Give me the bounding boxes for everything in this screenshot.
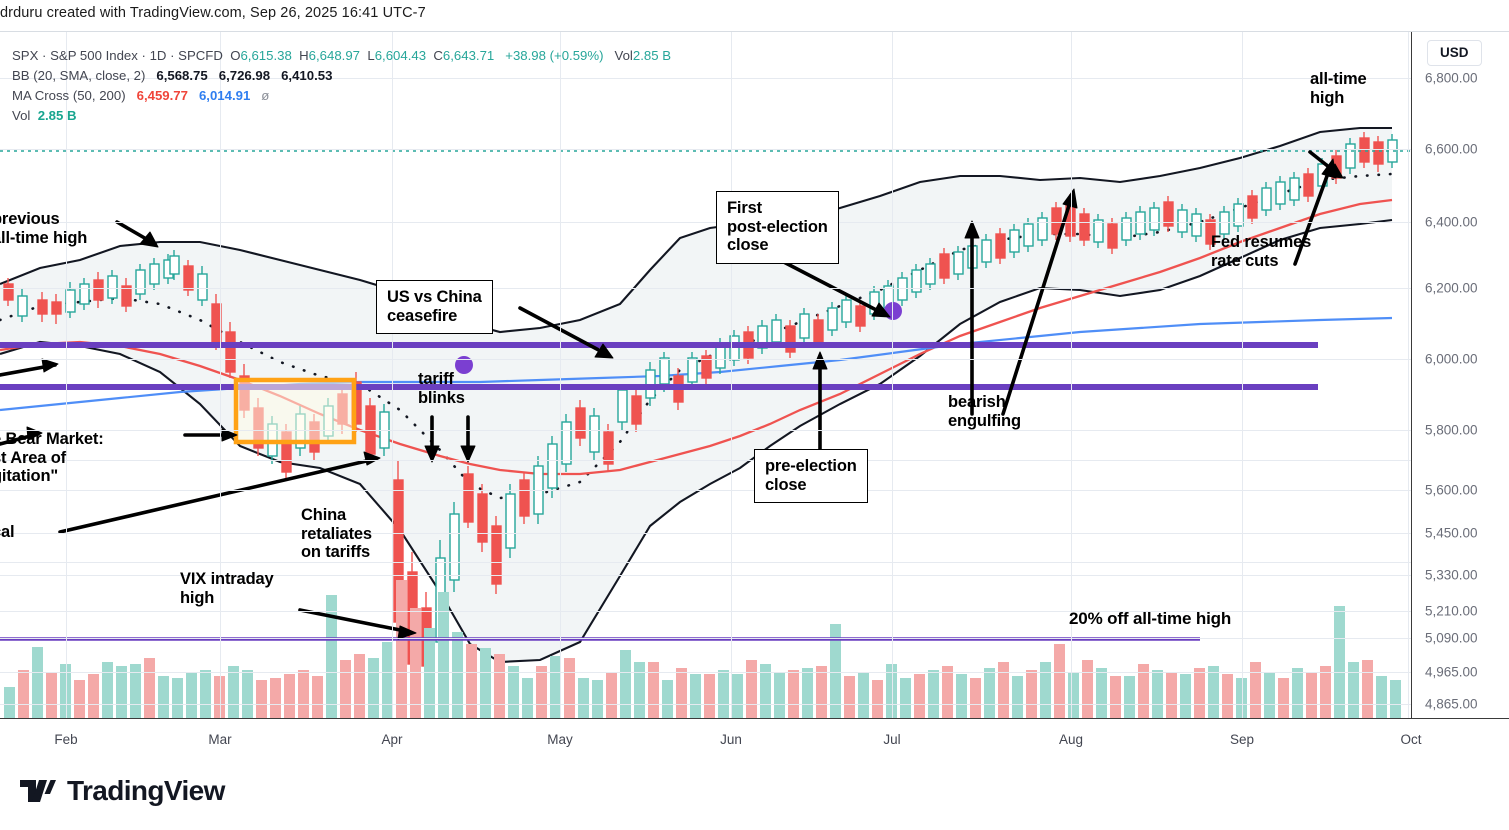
annotation-china-retaliates-on-tariffs: China retaliates on tariffs xyxy=(301,506,372,561)
legend-ma-fast: 6,459.77 xyxy=(136,88,188,103)
tradingview-logo-icon xyxy=(20,778,56,804)
price-tick: 5,800.00 xyxy=(1425,422,1478,438)
volume-bars xyxy=(4,580,1401,718)
time-tick: Apr xyxy=(381,732,403,747)
price-tick: 4,965.00 xyxy=(1425,664,1478,680)
legend-low-label: L xyxy=(367,48,375,63)
legend-change: +38.98 (+0.59%) xyxy=(505,48,604,63)
annotation-tariff-blinks: tariff blinks xyxy=(418,370,465,407)
tradingview-wordmark: TradingView xyxy=(67,775,225,806)
price-tick: 6,400.00 xyxy=(1425,214,1478,230)
price-tick: 5,210.00 xyxy=(1425,603,1478,619)
price-tick: 5,090.00 xyxy=(1425,630,1478,646)
time-tick: Jul xyxy=(883,732,901,747)
legend-high-label: H xyxy=(299,48,309,63)
legend-row-ma-cross[interactable]: MA Cross (50, 200) 6,459.77 6,014.91 ø xyxy=(12,86,671,106)
price-tick: 5,450.00 xyxy=(1425,525,1478,541)
price-tick: 5,600.00 xyxy=(1425,482,1478,498)
price-tick: 6,800.00 xyxy=(1425,70,1478,86)
annotation-us-vs-china-ceasefire: US vs China ceasefire xyxy=(376,280,493,334)
time-tick: Oct xyxy=(1400,732,1422,747)
bollinger-upper-band xyxy=(0,126,1392,334)
legend-ma-name: MA Cross (50, 200) xyxy=(12,88,126,103)
time-tick: Aug xyxy=(1058,732,1084,747)
price-plot-area[interactable]: previous all-time high e Bear Market: st… xyxy=(0,32,1412,718)
chart-legend: SPX · S&P 500 Index · 1D · SPCFD O6,615.… xyxy=(12,46,671,126)
annotation-bearish-engulfing: bearish engulfing xyxy=(948,393,1021,430)
price-tick: 6,000.00 xyxy=(1425,351,1478,367)
annotation-all-time-high: all-time high xyxy=(1310,70,1367,107)
price-axis[interactable]: USD 6,800.00 6,600.00 6,400.00 6,200.00 … xyxy=(1413,32,1509,718)
legend-vol-label: Vol xyxy=(614,48,633,63)
annotation-previous-all-time-high: previous all-time high xyxy=(0,210,88,247)
currency-badge[interactable]: USD xyxy=(1427,40,1482,66)
footer: TradingView xyxy=(0,759,1509,830)
bollinger-lower-band xyxy=(0,218,1393,664)
annotation-first-post-election-close: First post-election close xyxy=(716,191,839,264)
legend-close-value: 6,643.71 xyxy=(442,48,495,63)
attribution-text: drduru created with TradingView.com, Sep… xyxy=(0,5,426,21)
legend-vol-value: 2.85 B xyxy=(632,48,671,63)
annotation-typical: cal xyxy=(0,523,15,541)
legend-ma-cross-symbol: ø xyxy=(261,88,270,103)
time-tick: Mar xyxy=(208,732,232,747)
death-cross-marker xyxy=(455,356,473,374)
legend-ma-slow: 6,014.91 xyxy=(198,88,251,103)
legend-close-label: C xyxy=(433,48,443,63)
legend-bb-lower: 6,410.53 xyxy=(281,68,333,83)
volume-pane-divider xyxy=(0,562,1411,563)
annotation-20-percent-off-all-time-high: 20% off all-time high xyxy=(1069,609,1232,628)
legend-bb-basis: 6,568.75 xyxy=(156,68,208,83)
legend-high-value: 6,648.97 xyxy=(308,48,361,63)
legend-symbol: SPX · S&P 500 Index · 1D · SPCFD xyxy=(12,48,223,63)
price-tick: 6,200.00 xyxy=(1425,280,1478,296)
legend-row-symbol[interactable]: SPX · S&P 500 Index · 1D · SPCFD O6,615.… xyxy=(12,46,671,66)
time-tick: Sep xyxy=(1229,732,1255,747)
highlight-rectangle xyxy=(233,377,357,445)
legend-bb-upper: 6,726.98 xyxy=(218,68,271,83)
price-tick: 6,600.00 xyxy=(1425,141,1478,157)
annotation-vix-intraday-high: VIX intraday high xyxy=(180,570,274,607)
annotation-fed-resumes-rate-cuts: Fed resumes rate cuts xyxy=(1211,233,1312,270)
annotation-bear-market-agitation: e Bear Market: st Area of gitation" xyxy=(0,430,104,485)
legend-row-bollinger[interactable]: BB (20, SMA, close, 2) 6,568.75 6,726.98… xyxy=(12,66,671,86)
time-tick: May xyxy=(547,732,573,747)
legend-row-volume[interactable]: Vol 2.85 B xyxy=(12,106,671,126)
price-series-svg xyxy=(0,126,1411,718)
bollinger-band-fill xyxy=(0,128,1392,662)
legend-open-value: 6,615.38 xyxy=(240,48,292,63)
tradingview-branding[interactable]: TradingView xyxy=(20,775,225,807)
legend-volume-label: Vol xyxy=(12,108,31,123)
price-tick: 5,330.00 xyxy=(1425,567,1478,583)
legend-low-value: 6,604.43 xyxy=(374,48,427,63)
time-axis[interactable]: Feb Mar Apr May Jun Jul Aug Sep Oct xyxy=(0,718,1509,760)
legend-open-label: O xyxy=(230,48,241,63)
time-tick: Feb xyxy=(54,732,78,747)
chart-frame: previous all-time high e Bear Market: st… xyxy=(0,31,1509,760)
price-tick: 4,865.00 xyxy=(1425,696,1478,712)
legend-volume-value: 2.85 B xyxy=(37,108,77,123)
annotation-pre-election-close: pre-election close xyxy=(754,449,868,503)
time-tick: Jun xyxy=(720,732,742,747)
legend-bb-name: BB (20, SMA, close, 2) xyxy=(12,68,146,83)
